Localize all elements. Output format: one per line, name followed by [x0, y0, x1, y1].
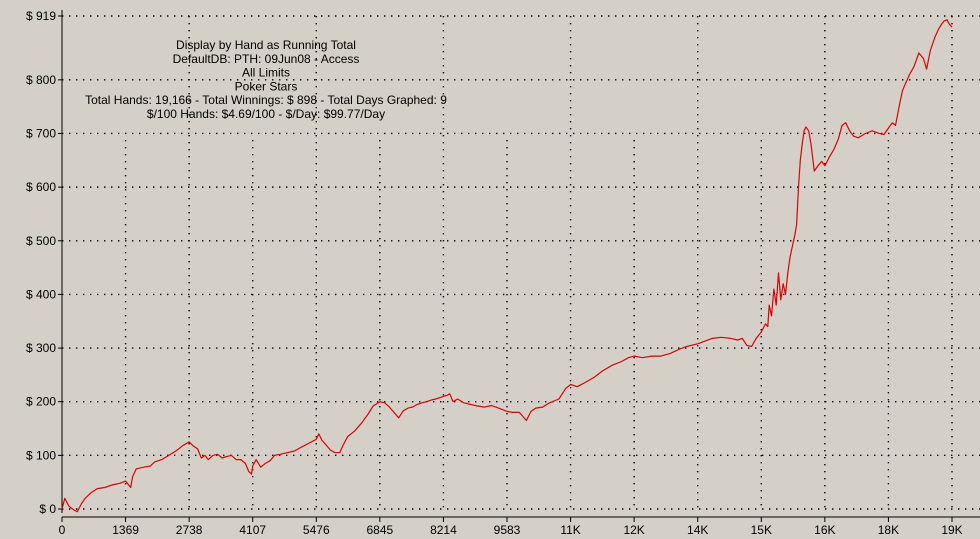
- y-tick-label: $ 400: [26, 287, 56, 301]
- title-line-limits: All Limits: [242, 66, 290, 80]
- x-axis-tick-labels: 0 1369 2738 4107 5476 6845 8214 9583 11K 12K 14K 15…: [59, 517, 963, 537]
- y-axis-tick-labels: $ 0 $ 100 $ 200 $ 300 $ 400 $ 500 $ 600 $ 700 $ …: [26, 9, 62, 516]
- title-line-totals: Total Hands: 19,166 - Total Winnings: $ …: [85, 93, 447, 107]
- x-tick-label: 15K: [751, 523, 772, 537]
- y-tick-label: $ 300: [26, 341, 56, 355]
- title-line-database: DefaultDB: PTH: 09Jun08 - Access: [173, 52, 360, 66]
- x-tick-label: 4107: [239, 523, 266, 537]
- x-tick-label: 1369: [112, 523, 139, 537]
- title-line-rates: $/100 Hands: $4.69/100 - $/Day: $99.77/D…: [147, 107, 385, 121]
- x-tick-label: 16K: [814, 523, 835, 537]
- y-tick-label: $ 700: [26, 126, 56, 140]
- y-tick-label: $ 200: [26, 395, 56, 409]
- x-tick-label: 19K: [941, 523, 962, 537]
- title-line-site: Poker Stars: [235, 79, 298, 93]
- y-tick-label: $ 0: [39, 502, 56, 516]
- axes: [61, 10, 980, 518]
- y-tick-label: $ 800: [26, 73, 56, 87]
- chart-title-block: Display by Hand as Running Total Default…: [85, 38, 447, 121]
- x-tick-label: 18K: [878, 523, 899, 537]
- title-line-display-mode: Display by Hand as Running Total: [176, 38, 356, 52]
- x-tick-label: 2738: [176, 523, 203, 537]
- x-tick-label: 11K: [560, 523, 580, 537]
- x-tick-label: 5476: [303, 523, 330, 537]
- x-tick-label: 8214: [430, 523, 457, 537]
- y-tick-label: $ 500: [26, 234, 56, 248]
- y-tick-label: $ 600: [26, 180, 56, 194]
- y-tick-label: $ 100: [26, 448, 56, 462]
- x-tick-label: 14K: [687, 523, 708, 537]
- x-tick-label: 9583: [494, 523, 521, 537]
- winnings-series-line: [61, 19, 953, 513]
- x-tick-label: 12K: [623, 523, 644, 537]
- x-tick-label: 0: [59, 523, 66, 537]
- x-tick-label: 6845: [367, 523, 394, 537]
- y-tick-label: $ 919: [26, 9, 56, 23]
